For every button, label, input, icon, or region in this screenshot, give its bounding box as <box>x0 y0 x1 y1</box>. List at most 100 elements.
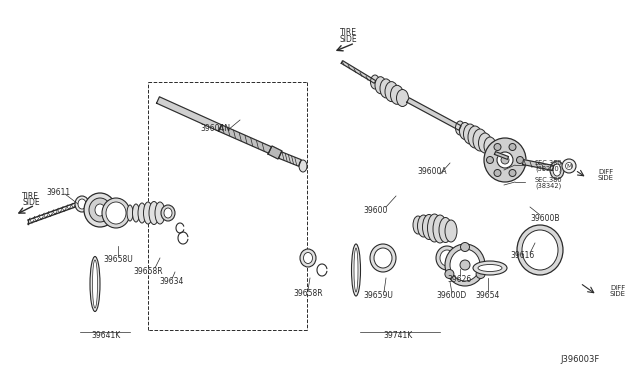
Circle shape <box>509 170 516 176</box>
Ellipse shape <box>468 126 482 148</box>
Ellipse shape <box>93 260 97 308</box>
Ellipse shape <box>433 215 447 243</box>
Ellipse shape <box>440 250 454 266</box>
Text: SEC.380: SEC.380 <box>535 177 563 183</box>
Ellipse shape <box>478 264 502 272</box>
Ellipse shape <box>522 230 558 270</box>
Text: SEC.380: SEC.380 <box>535 160 563 166</box>
Ellipse shape <box>450 249 480 281</box>
Circle shape <box>461 243 470 251</box>
Ellipse shape <box>517 225 563 275</box>
Ellipse shape <box>303 253 312 263</box>
Text: DIFF: DIFF <box>598 169 613 175</box>
Ellipse shape <box>463 124 477 144</box>
Ellipse shape <box>436 246 458 270</box>
Text: 39658R: 39658R <box>133 266 163 276</box>
Ellipse shape <box>473 129 487 151</box>
Ellipse shape <box>90 257 100 311</box>
Text: SIDE: SIDE <box>340 35 358 44</box>
Ellipse shape <box>553 164 561 176</box>
Ellipse shape <box>102 198 130 228</box>
Ellipse shape <box>473 261 507 275</box>
Circle shape <box>497 152 513 168</box>
Ellipse shape <box>413 216 423 234</box>
Text: (38220): (38220) <box>535 166 561 172</box>
Circle shape <box>566 163 573 170</box>
Ellipse shape <box>456 121 465 135</box>
Polygon shape <box>341 61 376 83</box>
Circle shape <box>476 269 485 279</box>
Ellipse shape <box>484 137 496 155</box>
Ellipse shape <box>375 77 386 94</box>
Ellipse shape <box>479 133 492 153</box>
Text: 39604N: 39604N <box>200 124 230 132</box>
Text: 39658U: 39658U <box>103 256 133 264</box>
Text: (38342): (38342) <box>535 183 561 189</box>
Text: 39741K: 39741K <box>383 331 413 340</box>
Ellipse shape <box>397 90 408 106</box>
Circle shape <box>562 159 576 173</box>
Text: 39600: 39600 <box>364 205 388 215</box>
Text: J396003F: J396003F <box>561 356 600 365</box>
Text: SIDE: SIDE <box>598 175 614 181</box>
Ellipse shape <box>417 215 429 237</box>
Ellipse shape <box>127 205 133 221</box>
Polygon shape <box>278 152 301 166</box>
Ellipse shape <box>354 248 358 292</box>
Circle shape <box>486 157 493 164</box>
Text: 39600A: 39600A <box>417 167 447 176</box>
Polygon shape <box>268 146 282 159</box>
Ellipse shape <box>132 204 140 222</box>
Ellipse shape <box>428 214 442 242</box>
Circle shape <box>501 156 509 164</box>
Text: TIRE: TIRE <box>340 28 357 36</box>
Circle shape <box>460 260 470 270</box>
Ellipse shape <box>371 75 380 89</box>
Ellipse shape <box>390 85 403 104</box>
Ellipse shape <box>89 198 111 222</box>
Circle shape <box>509 144 516 151</box>
Ellipse shape <box>550 161 564 179</box>
Ellipse shape <box>95 204 105 216</box>
Ellipse shape <box>300 249 316 267</box>
Ellipse shape <box>164 208 172 218</box>
Text: SIDE: SIDE <box>610 291 626 297</box>
Ellipse shape <box>385 81 398 102</box>
Polygon shape <box>495 152 509 159</box>
Ellipse shape <box>149 202 159 224</box>
Ellipse shape <box>351 244 360 296</box>
Ellipse shape <box>374 248 392 268</box>
Polygon shape <box>219 125 271 153</box>
Text: M: M <box>566 164 572 169</box>
Ellipse shape <box>460 122 470 140</box>
Text: 39616: 39616 <box>511 250 535 260</box>
Text: 39600B: 39600B <box>531 214 560 222</box>
Text: 39634: 39634 <box>160 278 184 286</box>
Ellipse shape <box>106 202 126 224</box>
Text: 39654: 39654 <box>476 291 500 299</box>
Ellipse shape <box>484 138 526 182</box>
Text: SIDE: SIDE <box>22 198 40 206</box>
Circle shape <box>445 269 454 279</box>
Ellipse shape <box>161 205 175 221</box>
Text: 39658R: 39658R <box>293 289 323 298</box>
Ellipse shape <box>138 203 146 223</box>
Text: 39611: 39611 <box>46 187 70 196</box>
Text: TIRE: TIRE <box>22 192 39 201</box>
Ellipse shape <box>75 196 89 212</box>
Circle shape <box>494 170 501 176</box>
Circle shape <box>494 144 501 151</box>
Ellipse shape <box>84 193 116 227</box>
Text: 39600D: 39600D <box>437 292 467 301</box>
Text: 39626: 39626 <box>448 275 472 283</box>
Ellipse shape <box>299 160 307 172</box>
Polygon shape <box>157 97 221 131</box>
Text: 39641K: 39641K <box>92 331 120 340</box>
Ellipse shape <box>445 244 485 286</box>
Text: DIFF: DIFF <box>610 285 625 291</box>
Ellipse shape <box>380 79 392 98</box>
Ellipse shape <box>143 202 152 224</box>
Ellipse shape <box>422 215 435 240</box>
Circle shape <box>516 157 524 164</box>
Ellipse shape <box>445 220 457 242</box>
